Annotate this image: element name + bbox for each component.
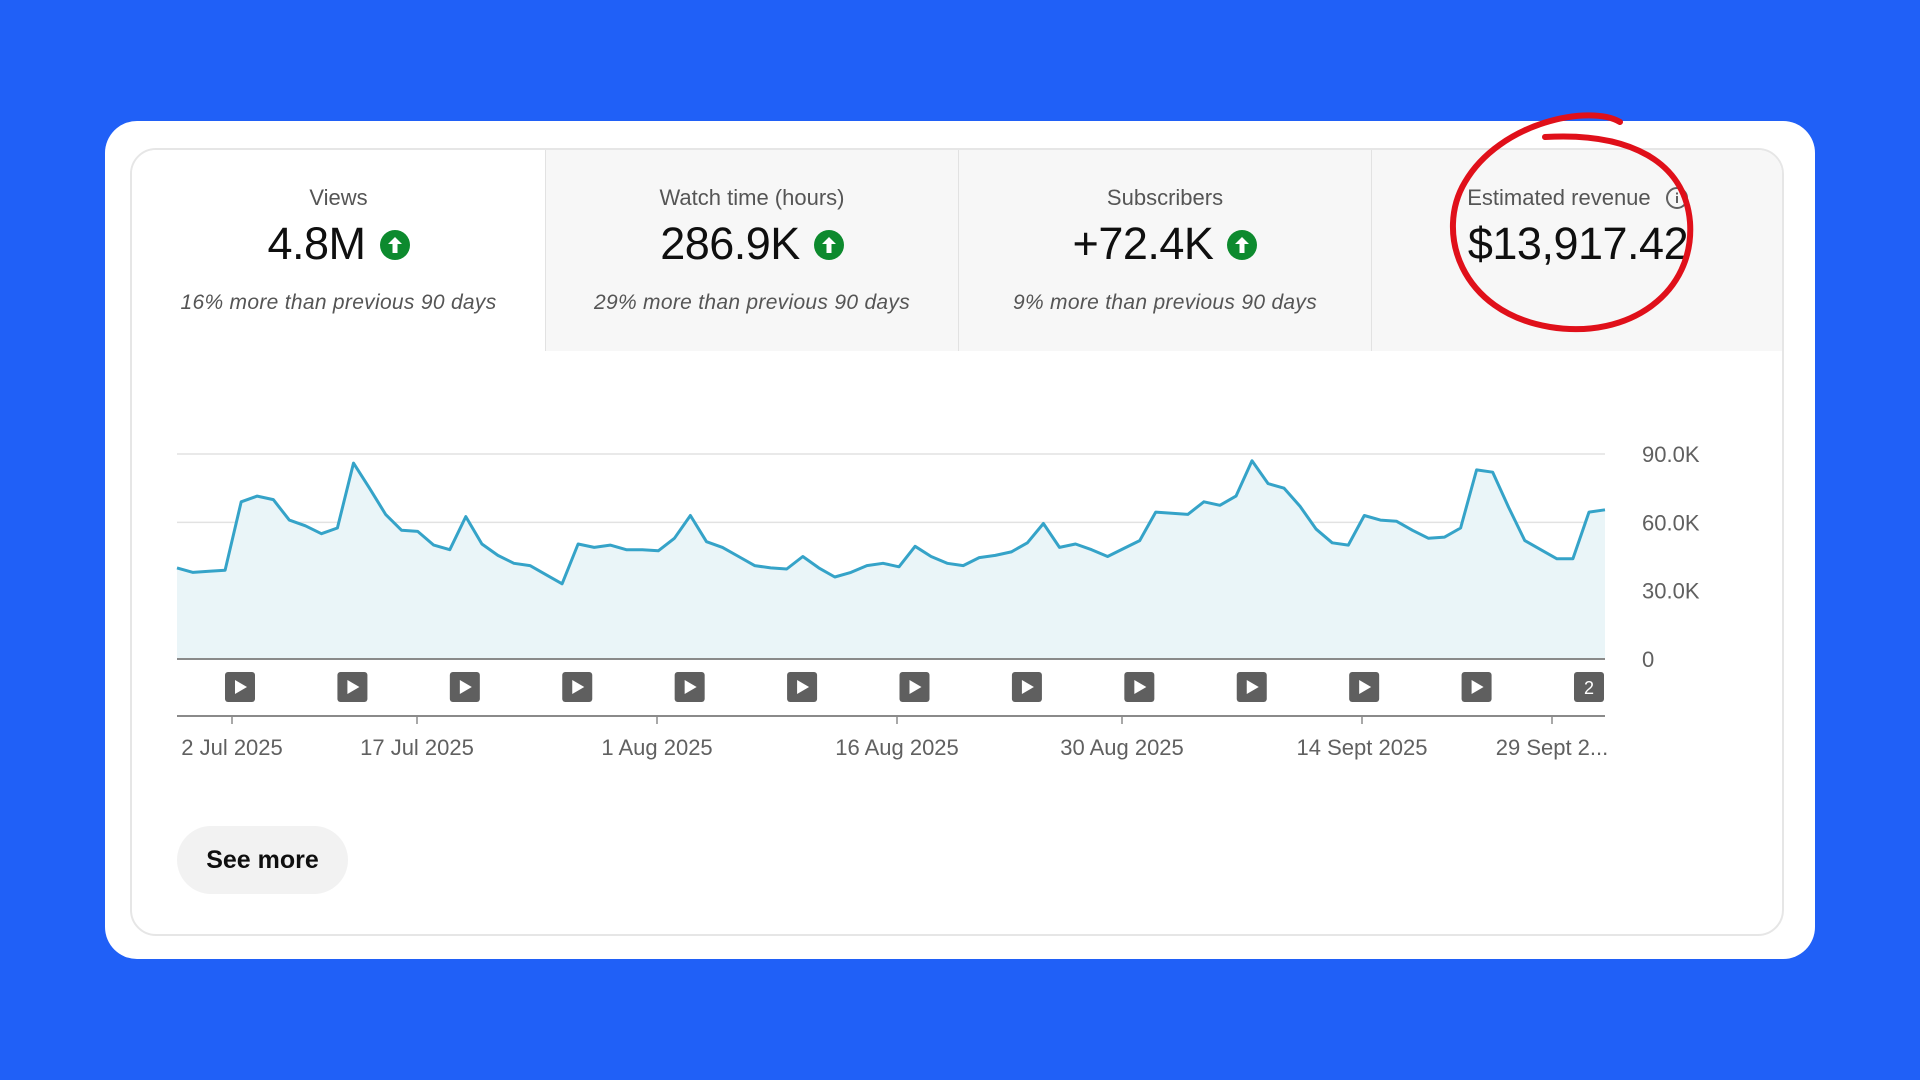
x-tick-label: 14 Sept 2025 bbox=[1297, 735, 1428, 760]
series-line bbox=[176, 459, 1606, 586]
play-icon bbox=[235, 680, 247, 694]
metric-label: Views bbox=[309, 185, 368, 210]
metric-comparison: 9% more than previous 90 days bbox=[1012, 291, 1318, 314]
metric-value: $13,917.42 bbox=[1467, 218, 1689, 269]
metric-tile-estimated-revenue[interactable]: Estimated revenue $13,917.42 bbox=[1371, 150, 1782, 351]
analytics-panel: 90.0K 60.0K 30.0K 0 2 2 Jul 2025 17 Jul 2025 1 … bbox=[130, 148, 1784, 936]
y-tick-label: 0 bbox=[1642, 647, 1654, 672]
metric-tile-views[interactable]: Views 4.8M 16% more than previous 90 day… bbox=[132, 150, 545, 351]
x-tick-label: 29 Sept 2... bbox=[1496, 735, 1609, 760]
play-icon bbox=[1359, 680, 1372, 694]
play-icon bbox=[572, 680, 585, 694]
play-icon bbox=[347, 680, 360, 694]
see-more-button[interactable]: See more bbox=[177, 826, 348, 894]
metric-label: Estimated revenue bbox=[1467, 185, 1651, 210]
metric-tile-subscribers[interactable]: Subscribers +72.4K 9% more than previous… bbox=[958, 150, 1371, 351]
x-tick-label: 17 Jul 2025 bbox=[360, 735, 474, 760]
views-chart[interactable]: 90.0K 60.0K 30.0K 0 2 2 Jul 2025 17 Jul 2025 1 … bbox=[132, 150, 1784, 936]
metric-comparison: 29% more than previous 90 days bbox=[593, 291, 910, 314]
x-tick-label: 30 Aug 2025 bbox=[1060, 735, 1184, 760]
play-icon bbox=[1134, 680, 1147, 694]
metric-tile-watch-time[interactable]: Watch time (hours) 286.9K 29% more than … bbox=[545, 150, 958, 351]
area-fill bbox=[177, 460, 1605, 659]
play-icon bbox=[459, 680, 472, 694]
metric-value: 4.8M bbox=[267, 218, 366, 269]
play-icon bbox=[1021, 680, 1034, 694]
video-marker-count: 2 bbox=[1584, 678, 1594, 698]
play-icon bbox=[1471, 680, 1484, 694]
play-icon bbox=[797, 680, 810, 694]
play-icon bbox=[1246, 680, 1259, 694]
video-marker bbox=[1574, 672, 1604, 702]
metric-comparison: 16% more than previous 90 days bbox=[180, 291, 497, 314]
y-tick-label: 90.0K bbox=[1642, 442, 1700, 467]
metric-label: Subscribers bbox=[1106, 185, 1224, 210]
analytics-card: 90.0K 60.0K 30.0K 0 2 2 Jul 2025 17 Jul 2025 1 … bbox=[105, 121, 1815, 959]
x-tick-label: 16 Aug 2025 bbox=[835, 735, 959, 760]
info-circle-icon[interactable] bbox=[1665, 186, 1689, 210]
x-tick-label: 2 Jul 2025 bbox=[181, 735, 283, 760]
arrow-up-circle-icon bbox=[1227, 230, 1258, 260]
x-tick-label: 1 Aug 2025 bbox=[601, 735, 712, 760]
y-tick-label: 30.0K bbox=[1642, 579, 1700, 604]
arrow-up-circle-icon bbox=[813, 230, 844, 260]
chart-area: 90.0K 60.0K 30.0K 0 2 2 Jul 2025 17 Jul 2025 1 … bbox=[132, 150, 1784, 936]
play-icon bbox=[909, 680, 922, 694]
metric-value: +72.4K bbox=[1072, 218, 1214, 269]
metric-value: 286.9K bbox=[660, 218, 800, 269]
y-tick-label: 60.0K bbox=[1642, 510, 1700, 535]
play-icon bbox=[684, 680, 697, 694]
arrow-up-circle-icon bbox=[379, 230, 410, 260]
metric-label: Watch time (hours) bbox=[659, 185, 845, 210]
metric-tiles: Views 4.8M 16% more than previous 90 day… bbox=[132, 150, 1782, 351]
